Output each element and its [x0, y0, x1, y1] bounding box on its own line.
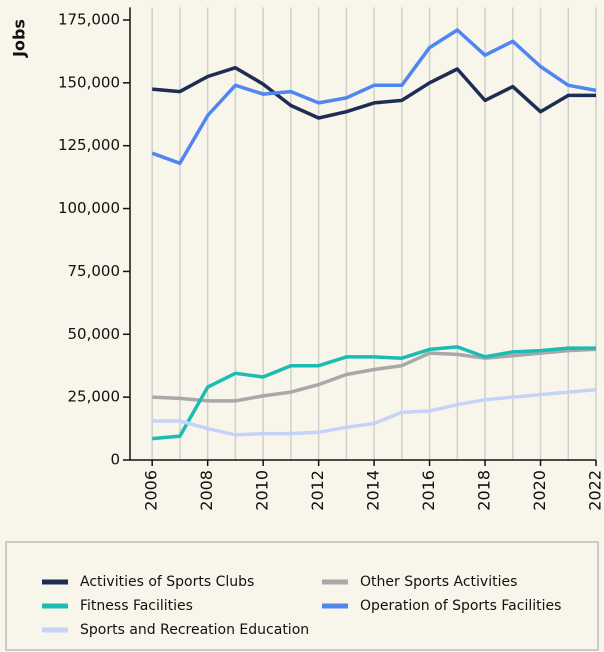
y-tick-label: 100,000 [58, 199, 120, 217]
series-line [152, 65, 596, 120]
legend-label: Fitness Facilities [80, 598, 193, 614]
x-tick-label: 2014 [364, 470, 383, 511]
x-tick-label: 2018 [475, 470, 494, 511]
y-tick-label: 50,000 [68, 325, 121, 343]
legend-label: Activities of Sports Clubs [80, 574, 254, 590]
x-tick-label: 2010 [253, 470, 272, 511]
series-line [152, 387, 597, 437]
series-line [152, 347, 597, 403]
y-tick-label: 25,000 [68, 388, 121, 406]
y-tick-label: 75,000 [68, 262, 121, 280]
y-tick-label: 150,000 [58, 73, 120, 91]
y-axis-label: Jobs [10, 19, 29, 58]
x-tick-label: 2008 [197, 470, 216, 511]
x-tick-label: 2020 [530, 470, 549, 511]
y-tick-label: 175,000 [58, 10, 120, 28]
legend-box [5, 541, 599, 651]
y-tick-label: 0 [110, 451, 120, 469]
legend-label: Sports and Recreation Education [80, 622, 309, 638]
series-line [151, 28, 597, 166]
x-tick-label: 2012 [308, 470, 327, 511]
x-tick-label: 2006 [142, 470, 161, 511]
legend-label: Other Sports Activities [360, 574, 517, 590]
series-line [152, 345, 596, 441]
x-tick-label: 2016 [419, 470, 438, 511]
legend-label: Operation of Sports Facilities [360, 598, 561, 614]
y-tick-label: 125,000 [58, 136, 120, 154]
x-tick-label: 2022 [586, 470, 604, 511]
